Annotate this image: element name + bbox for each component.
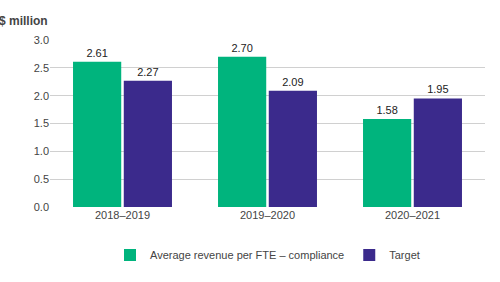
svg-text:1.5: 1.5 xyxy=(34,117,49,129)
svg-text:2.09: 2.09 xyxy=(282,76,303,88)
svg-text:Target: Target xyxy=(389,249,420,261)
svg-text:2.0: 2.0 xyxy=(34,90,49,102)
svg-text:1.0: 1.0 xyxy=(34,145,49,157)
svg-text:2018–2019: 2018–2019 xyxy=(95,209,150,221)
svg-text:Average revenue per FTE – comp: Average revenue per FTE – compliance xyxy=(150,249,344,261)
svg-text:0.5: 0.5 xyxy=(34,173,49,185)
svg-text:2.27: 2.27 xyxy=(137,66,158,78)
svg-text:1.95: 1.95 xyxy=(427,83,448,95)
svg-text:2019–2020: 2019–2020 xyxy=(240,209,295,221)
svg-text:3.0: 3.0 xyxy=(34,34,49,46)
svg-text:2.70: 2.70 xyxy=(231,42,252,54)
svg-text:2020–2021: 2020–2021 xyxy=(385,209,440,221)
svg-text:2.5: 2.5 xyxy=(34,62,49,74)
svg-text:$ million: $ million xyxy=(0,14,48,28)
svg-text:2.61: 2.61 xyxy=(86,47,107,59)
svg-text:1.58: 1.58 xyxy=(376,104,397,116)
svg-text:0.0: 0.0 xyxy=(34,201,49,213)
